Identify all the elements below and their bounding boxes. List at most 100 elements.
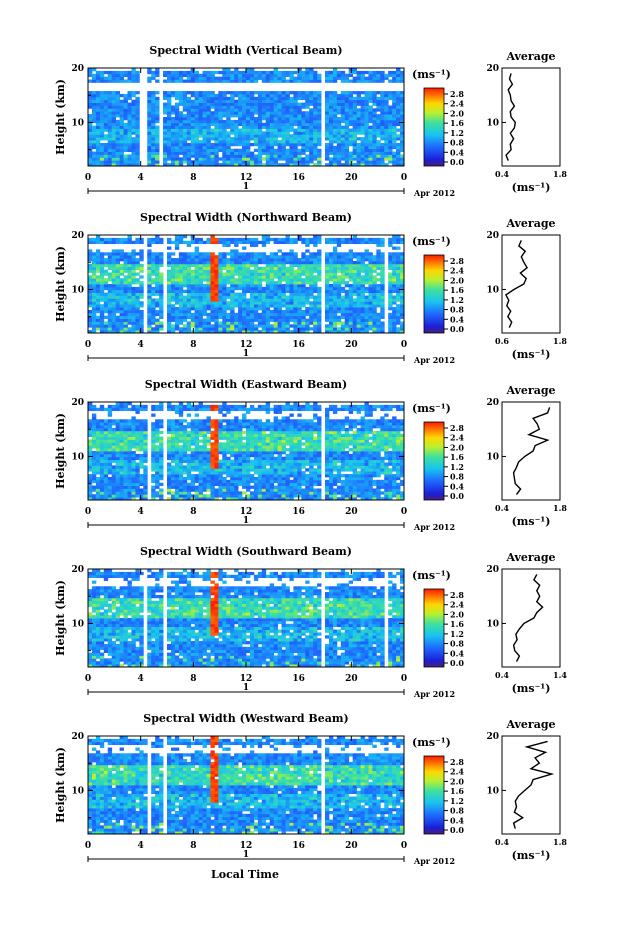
heatmap-cell	[249, 114, 255, 118]
heatmap-cell	[305, 327, 310, 331]
heatmap-cell	[131, 298, 136, 302]
heatmap-cell	[352, 102, 357, 106]
heatmap-cell	[360, 119, 365, 124]
heatmap-cell	[249, 494, 255, 498]
heatmap-cell	[115, 479, 120, 484]
heatmap-cell	[325, 272, 330, 276]
heatmap-cell	[206, 295, 211, 299]
heatmap-cell	[265, 263, 271, 268]
heatmap-cell	[178, 79, 184, 83]
heatmap-cell	[380, 497, 385, 501]
heatmap-cell	[174, 137, 180, 141]
heatmap-cell	[265, 151, 271, 155]
heatmap-cell	[111, 258, 117, 262]
heatmap-cell	[218, 258, 223, 262]
heatmap-cell	[305, 91, 310, 95]
heatmap-cell	[214, 318, 219, 322]
heatmap-cell	[151, 145, 156, 150]
heatmap-cell	[170, 119, 176, 124]
heatmap-cell	[352, 145, 357, 150]
heatmap-cell	[265, 309, 271, 314]
heatmap-cell	[234, 93, 239, 98]
heatmap-cell	[230, 119, 235, 124]
heatmap-cell	[309, 263, 314, 268]
heatmap-cell	[261, 269, 267, 273]
heatmap-cell	[242, 258, 247, 262]
heatmap-cell	[214, 494, 219, 498]
heatmap-cell	[352, 309, 357, 314]
heatmap-cell	[88, 479, 93, 484]
heatmap-cell	[265, 255, 271, 259]
heatmap-cell	[372, 157, 377, 161]
heatmap-cell	[246, 70, 251, 75]
heatmap-cell	[210, 258, 215, 262]
heatmap-cell	[95, 275, 101, 279]
heatmap-cell	[344, 105, 350, 109]
heatmap-cell	[174, 140, 180, 144]
heatmap-cell	[139, 318, 144, 322]
heatmap-cell	[206, 321, 211, 325]
heatmap-cell	[170, 497, 176, 501]
heatmap-cell	[151, 488, 156, 492]
heatmap-cell	[218, 485, 223, 489]
heatmap-cell	[230, 148, 235, 152]
heatmap-cell	[293, 301, 298, 305]
heatmap-cell	[285, 117, 290, 121]
heatmap-cell	[388, 243, 393, 247]
heatmap-cell	[234, 105, 239, 109]
heatmap-cell	[194, 148, 199, 152]
heatmap-cell	[364, 485, 369, 489]
heatmap-cell	[198, 289, 203, 294]
heatmap-cell	[372, 307, 377, 311]
heatmap-cell	[174, 258, 180, 262]
heatmap-cell	[222, 237, 227, 242]
heatmap-cell	[190, 93, 196, 98]
heatmap-cell	[170, 260, 176, 265]
heatmap-cell	[289, 137, 294, 141]
heatmap-cell	[297, 93, 302, 98]
heatmap-cell	[127, 119, 132, 124]
heatmap-cell	[289, 260, 294, 265]
heatmap-cell	[115, 111, 120, 115]
heatmap-cell	[170, 286, 176, 291]
heatmap-cell	[376, 298, 381, 302]
heatmap-cell	[88, 102, 93, 106]
heatmap-cell	[352, 111, 357, 115]
heatmap-cell	[123, 491, 128, 495]
heatmap-cell	[305, 255, 310, 259]
heatmap-cell	[249, 137, 255, 141]
heatmap-cell	[95, 318, 101, 322]
heatmap-cell	[238, 307, 243, 311]
heatmap-cell	[289, 304, 294, 308]
heatmap-cell	[368, 128, 373, 132]
heatmap-cell	[202, 307, 207, 311]
heatmap-cell	[127, 70, 132, 75]
heatmap-cell	[356, 263, 361, 268]
heatmap-cell	[186, 324, 192, 328]
heatmap-cell	[352, 494, 357, 498]
heatmap-cell	[269, 137, 275, 141]
heatmap-cell	[253, 330, 259, 334]
heatmap-cell	[261, 278, 267, 282]
heatmap-cell	[178, 235, 184, 239]
heatmap-cell	[388, 134, 393, 138]
heatmap-cell	[309, 114, 314, 118]
heatmap-cell	[249, 128, 255, 132]
heatmap-cell	[226, 301, 231, 305]
heatmap-cell	[186, 286, 192, 291]
heatmap-cell	[206, 281, 211, 285]
heatmap-cell	[170, 275, 176, 279]
heatmap-cell	[356, 111, 361, 115]
heatmap-cell	[249, 309, 255, 314]
heatmap-cell	[396, 497, 401, 501]
heatmap-cell	[127, 125, 132, 129]
heatmap-cell	[214, 284, 219, 288]
heatmap-cell	[155, 142, 160, 147]
heatmap-cell	[170, 318, 176, 322]
heatmap-cell	[135, 263, 140, 268]
heatmap-cell	[301, 96, 306, 101]
heatmap-cell	[388, 260, 393, 265]
heatmap-cell	[123, 142, 128, 147]
heatmap-cell	[147, 266, 152, 270]
heatmap-cell	[135, 99, 140, 103]
